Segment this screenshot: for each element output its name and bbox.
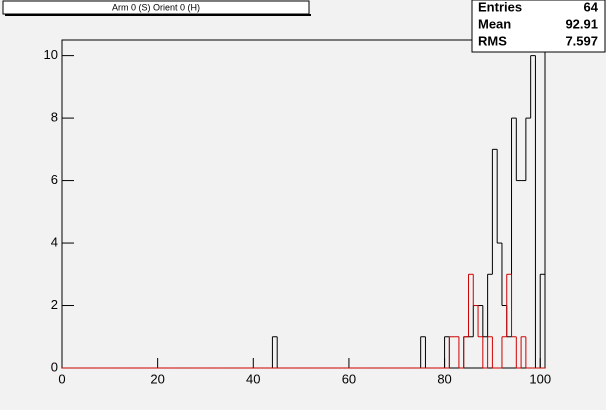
stats-frame [471,0,606,53]
x-tick-label: 20 [150,371,164,386]
stats-label: RMS [478,33,507,48]
y-tick-label: 6 [51,172,58,187]
y-tick-label: 0 [51,359,58,374]
stats-label: Mean [478,16,511,31]
x-tick-label: 100 [529,371,551,386]
plot-frame [61,39,546,369]
title-shadow [5,14,311,16]
x-tick-label: 80 [437,371,451,386]
stats-value: 7.597 [565,33,598,48]
y-tick-label: 8 [51,110,58,125]
stats-label: Entries [478,0,522,14]
y-tick-label: 2 [51,297,58,312]
x-tick-label: 0 [58,371,65,386]
y-tick-label: 10 [44,47,58,62]
y-tick-label: 4 [51,234,58,249]
x-tick-label: 60 [342,371,356,386]
stats-value: 64 [584,0,599,14]
stats-value: 92.91 [565,16,598,31]
chart-title: Arm 0 (S) Orient 0 (H) [112,2,200,12]
stats-box [471,0,606,53]
x-tick-label: 40 [246,371,260,386]
